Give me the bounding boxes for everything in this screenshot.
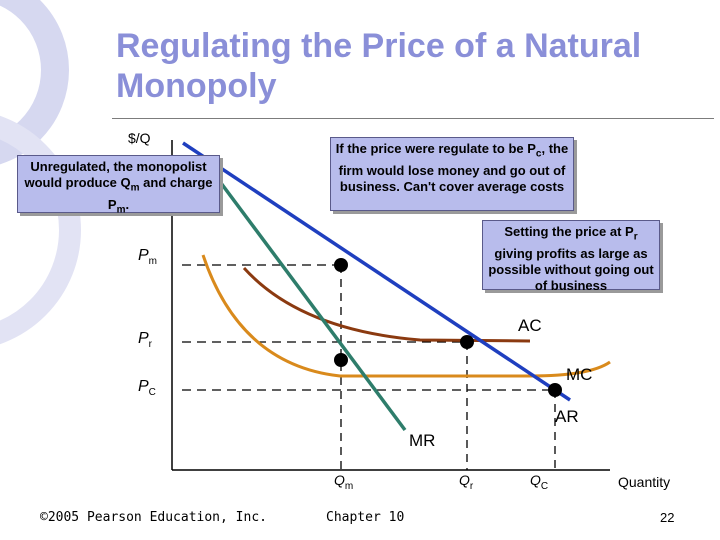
title-rule [112, 118, 714, 119]
decorative-circle-top [0, 0, 69, 165]
mc-curve [201, 254, 611, 378]
qc-label: QC [530, 472, 549, 492]
slide-title: Regulating the Price of a Natural Monopo… [116, 26, 706, 106]
ac-label: AC [518, 316, 542, 335]
demand-ar-line [182, 141, 571, 402]
footer-copyright: ©2005 Pearson Education, Inc. [40, 510, 267, 525]
mr-label: MR [409, 431, 436, 450]
qm-label: Qm [334, 472, 354, 492]
footer-page-number: 22 [660, 510, 675, 525]
title-line-2: Monopoly [116, 67, 277, 105]
regulated-ac-point [460, 335, 474, 349]
mr-mc-intersection-point [334, 353, 348, 367]
title-line-1: Regulating the Price of a Natural [116, 27, 642, 65]
footer-chapter: Chapter 10 [326, 510, 405, 525]
decorative-circles [0, 0, 81, 345]
y-axis-label: $/Q [128, 130, 151, 146]
decorative-circle-bottom [0, 115, 81, 345]
pr-label: Pr [138, 330, 153, 351]
competitive-point [548, 383, 562, 397]
mc-label: MC [566, 365, 593, 384]
x-axis-label: Quantity [618, 474, 671, 490]
pc-case-callout: If the price were regulate to be Pc, the… [330, 137, 574, 211]
pm-label: Pm [138, 247, 158, 268]
monopoly-point [334, 258, 348, 272]
pr-case-callout: Setting the price at Pr giving profits a… [482, 220, 660, 293]
pc-label: PC [138, 378, 156, 399]
mr-line [213, 173, 407, 432]
ar-label: AR [555, 407, 579, 426]
qr-label: Qr [459, 472, 474, 492]
unregulated-callout: Unregulated, the monopolist would produc… [17, 155, 220, 215]
